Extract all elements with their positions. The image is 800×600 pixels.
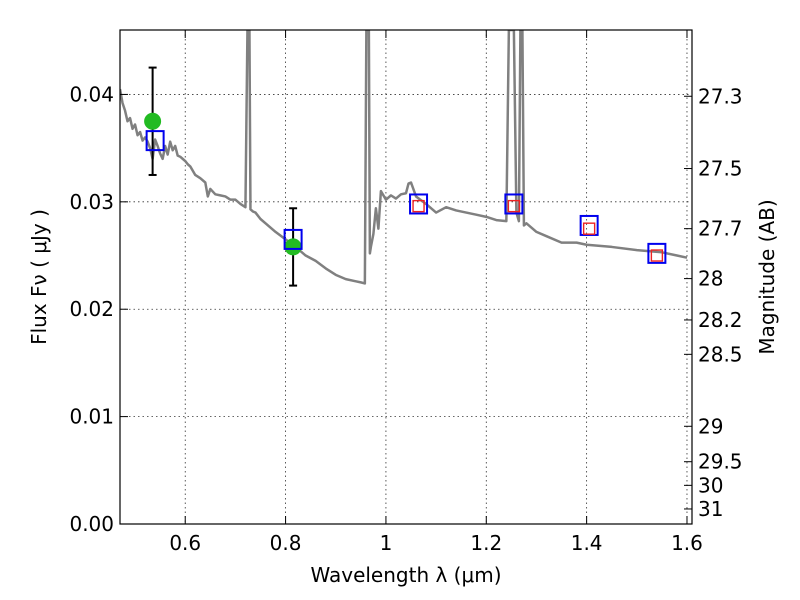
right-tick-label: 27.3	[698, 84, 743, 108]
upper-limit-square	[650, 249, 664, 262]
y-tick-label: 0.04	[69, 82, 114, 106]
plot-frame	[119, 29, 693, 525]
sed-model-line	[120, 30, 688, 285]
right-tick-label: 28.5	[698, 342, 743, 366]
observed-point	[144, 112, 162, 130]
right-tick-label: 29.5	[698, 450, 743, 474]
ticks: 0.6 0.8 1 1.2 1.4 1.6 0.00 0.01 0.02 0.03 0.04 27.3…	[69, 30, 743, 555]
x-tick-label: 1	[380, 531, 393, 555]
clipped-series	[120, 30, 688, 285]
y-tick-label: 0.00	[69, 512, 114, 536]
right-tick-label: 27.5	[698, 157, 743, 181]
y-tick-label: 0.02	[69, 297, 114, 321]
model-photometry-square	[283, 228, 303, 250]
y-tick-label: 0.03	[69, 190, 114, 214]
x-tick-label: 1.6	[671, 531, 703, 555]
right-tick-label: 27.7	[698, 217, 743, 241]
right-tick-label: 28	[698, 267, 723, 291]
right-tick-label: 29	[698, 414, 723, 438]
right-tick-label: 31	[698, 497, 723, 521]
model-photometry-square	[579, 214, 599, 236]
upper-limit-square	[582, 222, 596, 235]
series-layer	[120, 30, 688, 287]
grid	[120, 30, 692, 524]
model-photometry-square	[504, 193, 524, 215]
model-photometry-square	[409, 193, 429, 215]
x-tick-label: 1.4	[571, 531, 603, 555]
upper-limit-square	[412, 199, 425, 213]
x-tick-label: 1.2	[470, 531, 502, 555]
y-tick-label: 0.01	[69, 405, 114, 429]
model-photometry-square	[647, 242, 667, 264]
right-tick-label: 30	[698, 473, 723, 497]
x-axis-label: Wavelength λ (μm)	[310, 563, 501, 587]
y-axis-label: Flux Fν ( μJy )	[27, 209, 51, 345]
right-tick-label: 28.2	[698, 308, 743, 332]
right-axis-label: Magnitude (AB)	[755, 199, 779, 354]
upper-limit-square	[507, 199, 521, 213]
x-tick-label: 0.8	[270, 531, 302, 555]
observed-point	[284, 238, 302, 256]
x-tick-label: 0.6	[169, 531, 201, 555]
model-photometry-square	[145, 130, 165, 152]
